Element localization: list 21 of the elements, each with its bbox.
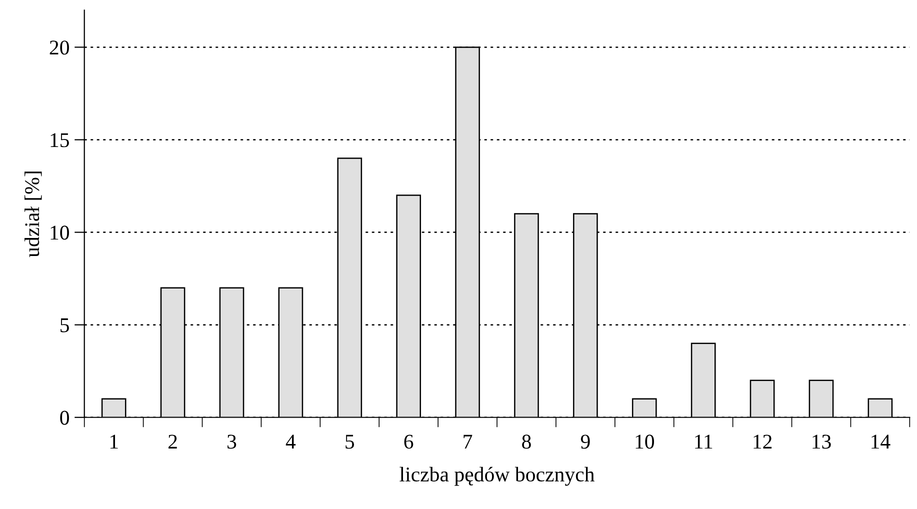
y-axis-title: udział [%] bbox=[24, 172, 42, 258]
y-tick-label: 5 bbox=[60, 318, 69, 332]
x-tick-label: 3 bbox=[228, 434, 236, 449]
x-tick-label: 11 bbox=[695, 434, 712, 449]
x-tick-label: 13 bbox=[812, 434, 831, 449]
y-tick-label: 0 bbox=[60, 410, 69, 425]
x-tick-label: 14 bbox=[872, 434, 890, 449]
x-axis-title: liczba pędów bocznych bbox=[400, 466, 594, 486]
x-tick-label: 8 bbox=[522, 434, 531, 449]
x-tick-label: 4 bbox=[286, 434, 296, 449]
x-tick-label: 6 bbox=[404, 434, 414, 449]
x-tick-label: 12 bbox=[754, 434, 772, 449]
x-tick-label: 9 bbox=[580, 434, 590, 449]
x-tick-label: 2 bbox=[168, 434, 177, 449]
x-tick-label: 5 bbox=[346, 434, 354, 449]
y-tick-label: 10 bbox=[50, 226, 69, 240]
x-tick-label: 1 bbox=[110, 434, 118, 449]
y-tick-label: 15 bbox=[50, 133, 69, 148]
x-tick-label: 10 bbox=[636, 434, 654, 449]
y-tick-label: 20 bbox=[50, 40, 69, 55]
x-tick-label: 7 bbox=[464, 434, 472, 449]
